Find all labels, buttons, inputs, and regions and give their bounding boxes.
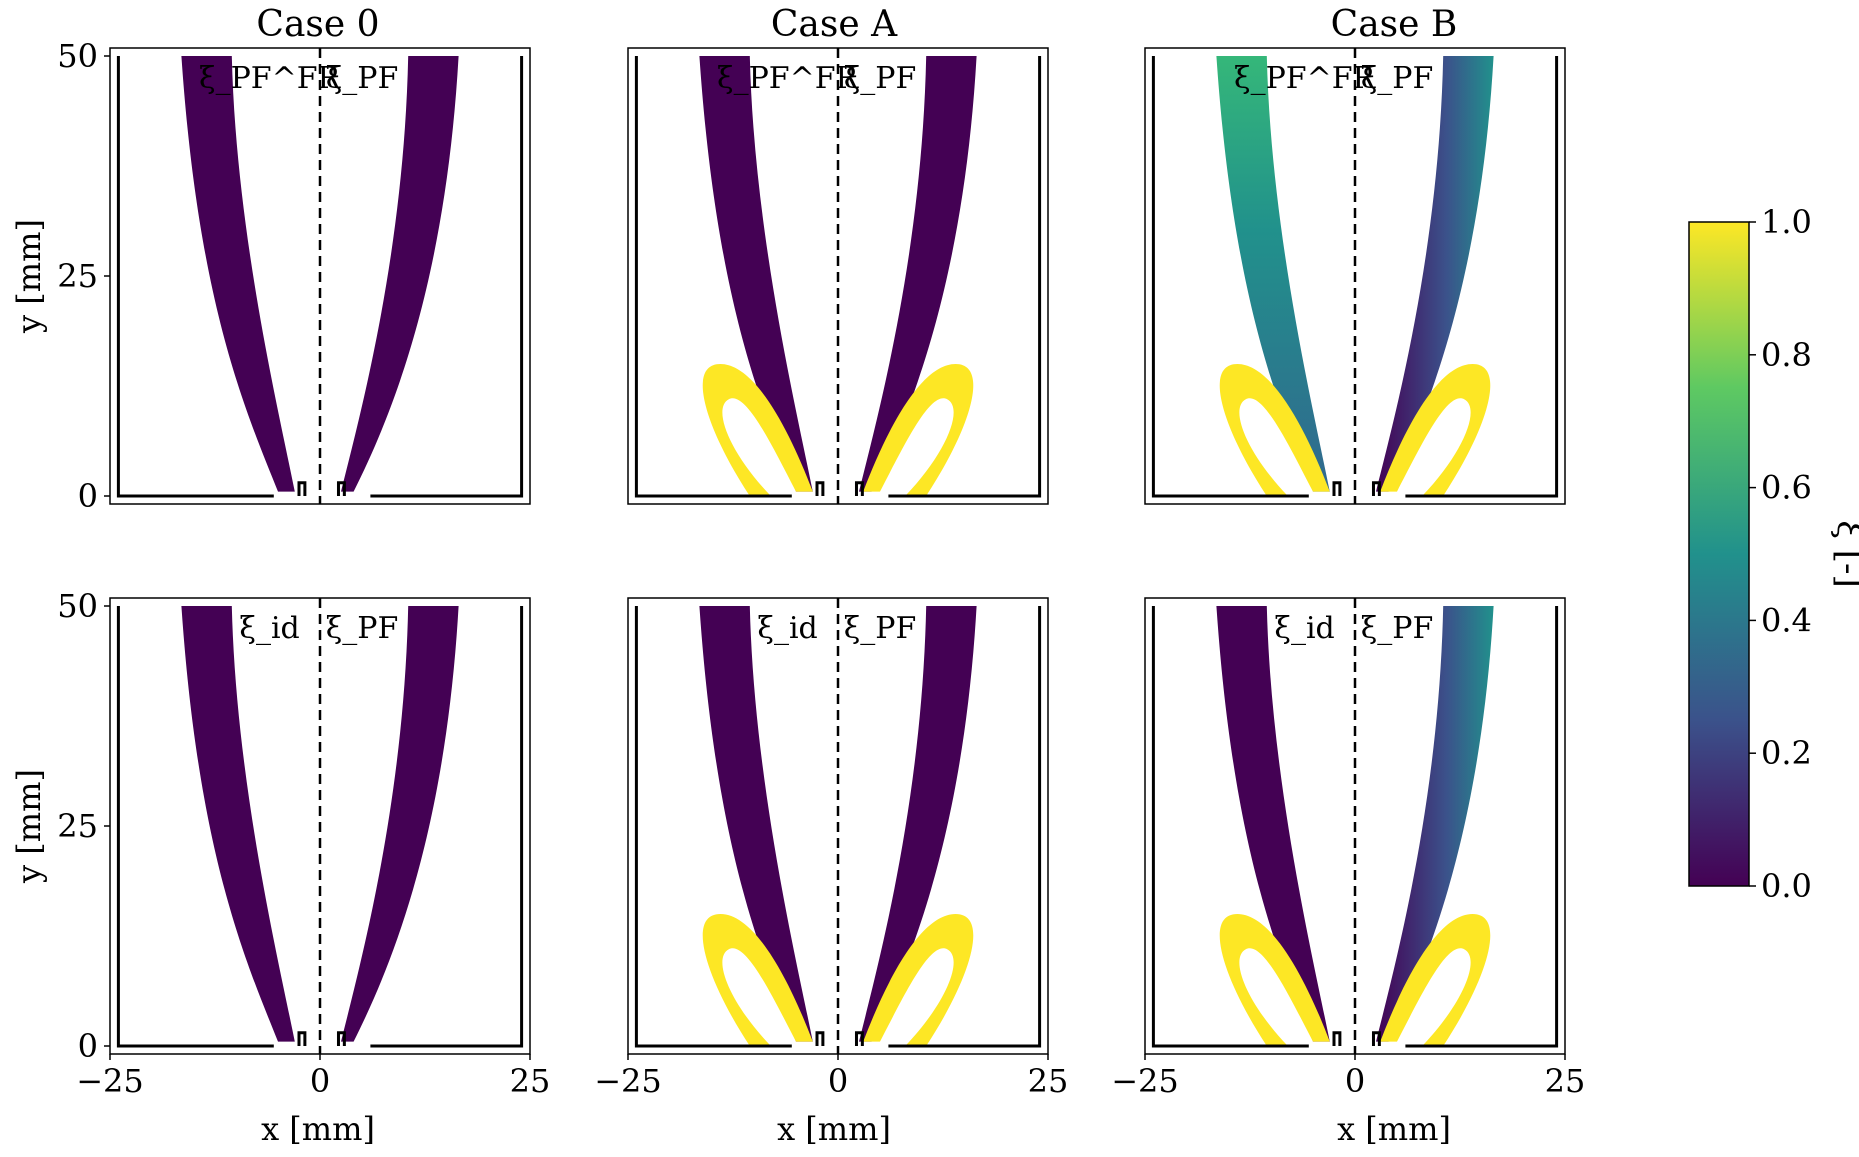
panel-1: ξ_PF^FRξ_PF xyxy=(627,47,1049,505)
recirculation-right xyxy=(1380,914,1491,1046)
left-field-label: ξ_id xyxy=(1274,611,1334,646)
colorbar-tick-label: 0.8 xyxy=(1761,336,1812,374)
xtick-label: 0 xyxy=(310,1062,330,1100)
xtick-label: 25 xyxy=(1028,1062,1069,1100)
ytick-label: 50 xyxy=(57,587,98,625)
plume-left xyxy=(1216,56,1330,492)
combustor-wall xyxy=(634,56,1042,498)
combustor-wall xyxy=(1151,56,1559,498)
right-field-label: ξ_PF xyxy=(326,61,399,96)
combustor-wall xyxy=(634,606,1042,1048)
left-field-label: ξ_id xyxy=(239,611,299,646)
ylabel-top: y [mm] xyxy=(10,219,48,334)
colorbar: 0.0 0.2 0.4 0.6 0.8 1.0 ξ [-] xyxy=(1688,203,1859,905)
plume-left xyxy=(699,56,813,492)
left-field-label: ξ_id xyxy=(757,611,817,646)
ytick-label: 0 xyxy=(78,477,98,515)
plume-left xyxy=(699,606,813,1042)
plume-right xyxy=(859,606,977,1042)
ytick-label: 25 xyxy=(57,257,98,295)
xlabel-col-1: x [mm] xyxy=(777,1110,891,1148)
panel-4: ξ_id ξ_PF −25 0 25 xyxy=(594,597,1069,1100)
recirculation-right xyxy=(863,914,974,1046)
column-title-case-0: Case 0 xyxy=(256,4,379,45)
xtick-label: 0 xyxy=(828,1062,848,1100)
recirculation-left xyxy=(1219,914,1330,1046)
colorbar-tick-label: 0.0 xyxy=(1761,867,1812,905)
panel-2: ξ_PF^FRξ_PF xyxy=(1144,47,1566,505)
right-field-label: ξ_PF xyxy=(326,611,399,646)
left-field-label: ξ_PF^FR xyxy=(199,61,341,96)
xlabel-col-2: x [mm] xyxy=(1337,1110,1451,1148)
ytick-label: 50 xyxy=(57,37,98,75)
colorbar-tick-label: 0.6 xyxy=(1761,469,1812,507)
xtick-label: 0 xyxy=(1345,1062,1365,1100)
plume-left xyxy=(181,56,295,492)
colorbar-ticks: 0.0 0.2 0.4 0.6 0.8 1.0 xyxy=(1749,203,1812,905)
recirculation-left xyxy=(702,914,813,1046)
column-title-case-b: Case B xyxy=(1331,4,1458,45)
panel-5: ξ_id ξ_PF −25 0 25 xyxy=(1111,597,1586,1100)
ytick-label: 25 xyxy=(57,807,98,845)
xlabel-col-0: x [mm] xyxy=(261,1110,375,1148)
recirculation-right xyxy=(1380,364,1491,496)
colorbar-gradient xyxy=(1688,221,1750,887)
plume-right xyxy=(1376,606,1494,1042)
combustor-wall xyxy=(116,606,524,1048)
colorbar-label: ξ [-] xyxy=(1829,520,1859,588)
plume-right xyxy=(341,56,459,492)
ytick-label: 0 xyxy=(78,1027,98,1065)
xtick-label: −25 xyxy=(76,1062,144,1100)
column-title-case-a: Case A xyxy=(771,4,898,45)
colorbar-tick-label: 1.0 xyxy=(1761,203,1812,241)
combustor-wall xyxy=(1151,606,1559,1048)
xtick-label: −25 xyxy=(594,1062,662,1100)
xtick-label: 25 xyxy=(510,1062,551,1100)
xtick-label: −25 xyxy=(1111,1062,1179,1100)
combustor-wall xyxy=(116,56,524,498)
left-field-label: ξ_PF^FR xyxy=(1234,61,1376,96)
panel-0: ξ_PF^FRξ_PF 0 25 50 xyxy=(57,37,531,515)
left-field-label: ξ_PF^FR xyxy=(717,61,859,96)
plume-right xyxy=(341,606,459,1042)
right-field-label: ξ_PF xyxy=(844,611,917,646)
recirculation-left xyxy=(702,364,813,496)
colorbar-tick-label: 0.2 xyxy=(1761,734,1812,772)
plume-right xyxy=(859,56,977,492)
ylabel-bottom: y [mm] xyxy=(10,769,48,884)
recirculation-right xyxy=(863,364,974,496)
recirculation-left xyxy=(1219,364,1330,496)
right-field-label: ξ_PF xyxy=(844,61,917,96)
right-field-label: ξ_PF xyxy=(1361,611,1434,646)
xtick-label: 25 xyxy=(1545,1062,1586,1100)
plume-left xyxy=(181,606,295,1042)
right-field-label: ξ_PF xyxy=(1361,61,1434,96)
plume-left xyxy=(1216,606,1330,1042)
colorbar-tick-label: 0.4 xyxy=(1761,601,1812,639)
plume-right xyxy=(1376,56,1494,492)
